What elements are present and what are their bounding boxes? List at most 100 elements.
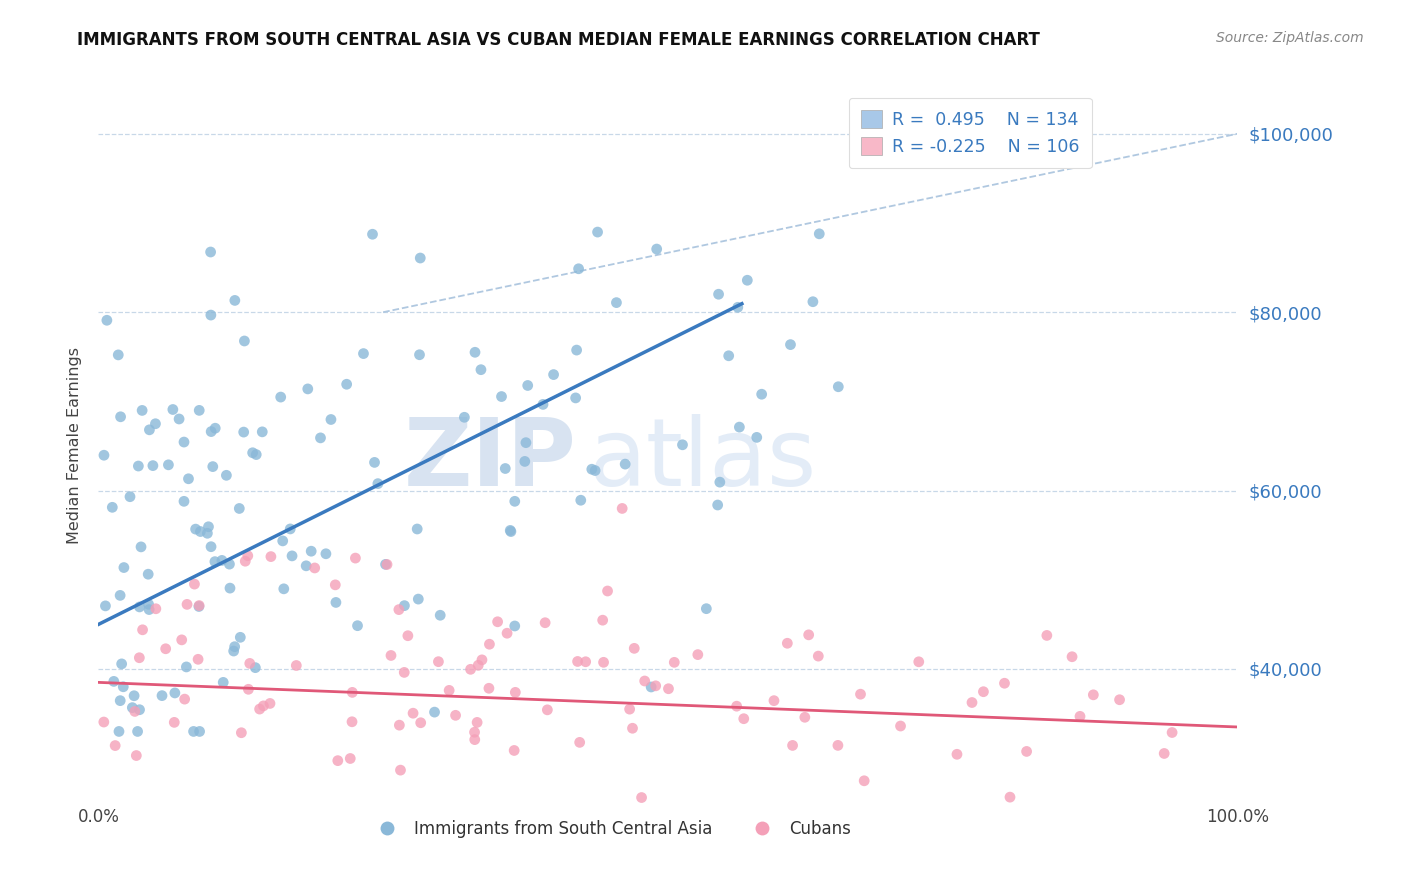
- Point: [231, 725, 253, 739]
- Point: [460, 662, 482, 676]
- Point: [212, 675, 235, 690]
- Point: [197, 520, 219, 534]
- Point: [709, 475, 731, 490]
- Point: [614, 457, 637, 471]
- Point: [309, 431, 332, 445]
- Point: [499, 524, 522, 539]
- Point: [592, 613, 614, 627]
- Point: [183, 724, 205, 739]
- Point: [138, 423, 160, 437]
- Point: [163, 686, 186, 700]
- Point: [849, 687, 872, 701]
- Point: [470, 362, 492, 376]
- Point: [569, 493, 592, 508]
- Point: [567, 655, 589, 669]
- Point: [232, 425, 254, 439]
- Point: [707, 287, 730, 301]
- Point: [200, 425, 222, 439]
- Point: [187, 652, 209, 666]
- Point: [429, 608, 451, 623]
- Point: [807, 649, 830, 664]
- Point: [409, 715, 432, 730]
- Point: [200, 540, 222, 554]
- Point: [374, 558, 396, 572]
- Point: [801, 294, 824, 309]
- Text: ZIP: ZIP: [404, 414, 576, 507]
- Point: [344, 551, 367, 566]
- Point: [505, 685, 527, 699]
- Point: [233, 334, 256, 348]
- Point: [581, 462, 603, 476]
- Point: [717, 349, 740, 363]
- Point: [575, 655, 598, 669]
- Point: [176, 598, 198, 612]
- Point: [657, 681, 679, 696]
- Point: [184, 522, 207, 536]
- Point: [733, 712, 755, 726]
- Point: [583, 464, 606, 478]
- Point: [124, 705, 146, 719]
- Point: [993, 676, 1015, 690]
- Point: [304, 561, 326, 575]
- Point: [782, 739, 804, 753]
- Point: [612, 501, 634, 516]
- Point: [326, 754, 349, 768]
- Point: [960, 696, 983, 710]
- Point: [157, 458, 180, 472]
- Point: [145, 601, 167, 615]
- Point: [224, 293, 246, 308]
- Point: [138, 602, 160, 616]
- Point: [259, 697, 281, 711]
- Point: [1060, 649, 1083, 664]
- Point: [565, 343, 588, 357]
- Point: [695, 601, 717, 615]
- Point: [388, 602, 411, 616]
- Point: [325, 595, 347, 609]
- Point: [503, 494, 526, 508]
- Point: [634, 673, 657, 688]
- Point: [467, 658, 489, 673]
- Point: [229, 630, 252, 644]
- Point: [204, 555, 226, 569]
- Point: [215, 468, 238, 483]
- Point: [907, 655, 929, 669]
- Point: [188, 599, 211, 613]
- Point: [427, 655, 450, 669]
- Point: [155, 641, 177, 656]
- Point: [101, 500, 124, 515]
- Point: [793, 710, 815, 724]
- Point: [491, 390, 513, 404]
- Point: [104, 739, 127, 753]
- Text: atlas: atlas: [588, 414, 817, 507]
- Point: [406, 522, 429, 536]
- Point: [239, 657, 262, 671]
- Point: [728, 420, 751, 434]
- Point: [219, 581, 242, 595]
- Point: [444, 708, 467, 723]
- Point: [295, 558, 318, 573]
- Point: [464, 345, 486, 359]
- Point: [423, 705, 446, 719]
- Point: [686, 648, 709, 662]
- Point: [252, 698, 274, 713]
- Point: [408, 592, 430, 607]
- Point: [762, 693, 785, 707]
- Point: [889, 719, 911, 733]
- Point: [808, 227, 831, 241]
- Point: [127, 724, 149, 739]
- Point: [163, 715, 186, 730]
- Point: [644, 679, 666, 693]
- Point: [128, 650, 150, 665]
- Legend: Immigrants from South Central Asia, Cubans: Immigrants from South Central Asia, Cuba…: [364, 814, 858, 845]
- Point: [543, 368, 565, 382]
- Point: [187, 599, 209, 614]
- Point: [449, 805, 471, 820]
- Point: [1015, 744, 1038, 758]
- Point: [131, 403, 153, 417]
- Point: [238, 682, 260, 697]
- Point: [167, 412, 190, 426]
- Point: [408, 348, 430, 362]
- Point: [727, 300, 749, 314]
- Point: [271, 533, 294, 548]
- Point: [465, 715, 488, 730]
